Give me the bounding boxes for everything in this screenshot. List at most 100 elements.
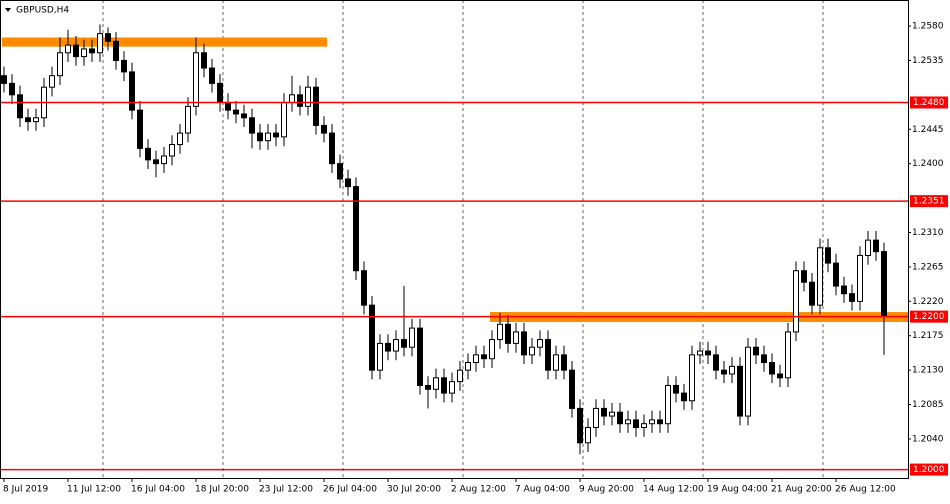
level-label-box: [910, 96, 948, 109]
x-tick-label: 14 Aug 12:00: [643, 485, 704, 495]
level-label: 1.2200: [913, 312, 945, 322]
candle-body: [329, 132, 335, 165]
candle-body: [585, 427, 591, 444]
y-tick-label: 1.2580: [912, 22, 944, 32]
levels: [0, 101, 908, 471]
candle-body: [89, 48, 95, 54]
candle-body: [881, 251, 887, 318]
candle-body: [289, 94, 295, 103]
candle-body: [281, 101, 287, 138]
candle-body: [633, 419, 639, 429]
level-label: 1.2351: [913, 197, 945, 207]
x-tick-label: 9 Aug 20:00: [579, 485, 634, 495]
y-tick-label: 1.2265: [912, 262, 944, 272]
level-label-box: [910, 463, 948, 476]
candle-body: [649, 419, 655, 425]
chart-title: GBPUSD,H4: [16, 6, 69, 16]
candle-body: [393, 339, 399, 352]
candle-body: [201, 52, 207, 69]
candle-body: [137, 109, 143, 149]
x-tick-label: 21 Aug 20:00: [771, 485, 832, 495]
candle-body: [145, 147, 151, 161]
y-tick-label: 1.2445: [912, 125, 944, 135]
candle-body: [609, 411, 615, 417]
candle-body: [497, 323, 503, 341]
candle-body: [601, 407, 607, 417]
zone: [2, 37, 327, 47]
x-tick-label: 26 Aug 12:00: [835, 485, 896, 495]
candle-body: [233, 109, 239, 115]
y-tick-label: 1.2130: [912, 366, 944, 376]
candle-body: [337, 163, 343, 180]
candle-body: [25, 117, 31, 123]
candle-body: [513, 331, 519, 344]
candle-body: [873, 239, 879, 253]
candle-body: [785, 331, 791, 379]
candle-body: [305, 86, 311, 107]
candle-body: [521, 331, 527, 356]
candle-body: [273, 132, 279, 138]
level-label: 1.2000: [913, 465, 945, 475]
candle-body: [473, 354, 479, 364]
candle-body: [449, 381, 455, 394]
candle-body: [641, 423, 647, 429]
candle-body: [793, 270, 799, 333]
candle-body: [433, 377, 439, 390]
candle-body: [545, 339, 551, 371]
candle-body: [705, 350, 711, 356]
candle-body: [97, 33, 103, 54]
candle-body: [769, 362, 775, 375]
candle-body: [345, 178, 351, 188]
x-tick-label: 19 Aug 04:00: [707, 485, 768, 495]
candle-body: [417, 327, 423, 386]
candle-body: [481, 354, 487, 360]
candle-body: [81, 48, 87, 58]
level-label-box: [910, 195, 948, 208]
axes: 1.2040 1.2085 1.2130 1.2175 1.2220 1.2265 1.23…: [3, 22, 948, 495]
level-label: 1.2480: [913, 98, 945, 108]
candle-body: [185, 105, 191, 134]
candle-body: [169, 144, 175, 157]
candle-body: [129, 71, 135, 111]
candle-body: [841, 285, 847, 295]
x-tick-label: 26 Jul 04:00: [323, 485, 377, 495]
candle-body: [817, 247, 823, 306]
candle-body: [625, 419, 631, 425]
candle-body: [297, 94, 303, 107]
grid: [102, 0, 824, 478]
candle-body: [729, 365, 735, 375]
candle-body: [17, 94, 23, 119]
candle-body: [617, 411, 623, 425]
candle-body: [825, 247, 831, 264]
plot-frame: [0, 0, 909, 479]
candle-body: [73, 44, 79, 58]
candle-body: [49, 75, 55, 88]
y-tick-label: 1.2040: [912, 434, 944, 444]
candle-body: [777, 373, 783, 379]
candle-body: [161, 155, 167, 165]
candle-body: [529, 346, 535, 356]
y-tick-label: 1.2310: [912, 228, 944, 238]
candle-body: [681, 392, 687, 402]
y-tick-label: 1.2175: [912, 331, 944, 341]
y-tick-label: 1.2400: [912, 159, 944, 169]
candle-body: [409, 327, 415, 348]
candle-body: [257, 132, 263, 142]
collapse-icon: [5, 8, 11, 12]
y-tick-label: 1.2220: [912, 297, 944, 307]
candle-body: [569, 369, 575, 409]
candle-body: [153, 159, 159, 165]
candle-body: [745, 346, 751, 417]
candle-body: [313, 86, 319, 126]
candle-body: [209, 67, 215, 84]
candle-body: [385, 342, 391, 352]
candle-body: [697, 350, 703, 356]
candle-body: [721, 369, 727, 375]
candle-body: [737, 365, 743, 417]
candle-body: [505, 323, 511, 344]
y-tick-label: 1.2085: [912, 400, 944, 410]
x-tick-label: 7 Aug 04:00: [515, 485, 570, 495]
candle-body: [377, 342, 383, 371]
candle-body: [1, 75, 7, 84]
